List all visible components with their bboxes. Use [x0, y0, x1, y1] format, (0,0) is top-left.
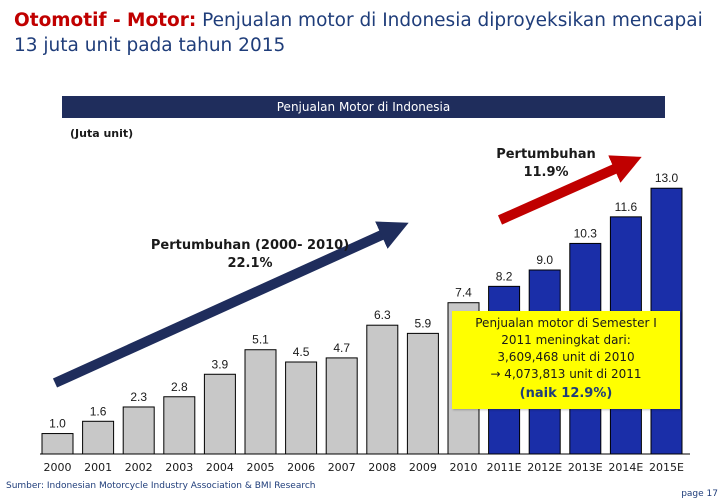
note-line-3: 3,609,468 unit di 2010: [497, 350, 635, 364]
x-tick-2000: 2000: [44, 461, 72, 474]
note-line-1: Penjualan motor di Semester I: [475, 316, 657, 330]
headline-text: Penjualan motor di Indonesia diproyeksik…: [14, 10, 703, 56]
value-label-2007: 4.7: [333, 341, 350, 355]
recent-growth-value: 11.9%: [523, 165, 569, 180]
page-number: page 17: [681, 489, 718, 499]
value-label-2014E: 11.6: [615, 200, 638, 214]
value-label-2008: 6.3: [374, 308, 391, 322]
historical-growth-label: Pertumbuhan (2000- 2010): [150, 238, 350, 253]
x-tick-2004: 2004: [206, 461, 234, 474]
recent-growth-callout: Pertumbuhan 11.9%: [490, 146, 602, 182]
bar-2005: [244, 349, 277, 455]
headline-lead: Otomotif - Motor:: [14, 10, 197, 31]
x-tick-2013E: 2013E: [568, 461, 603, 474]
value-label-2000: 1.0: [49, 417, 66, 431]
note-line-4: → 4,073,813 unit di 2011: [490, 367, 642, 381]
x-tick-2002: 2002: [125, 461, 153, 474]
bar-2000: [41, 433, 74, 455]
value-label-2004: 3.9: [212, 357, 229, 371]
x-tick-2009: 2009: [409, 461, 437, 474]
bar-2009: [406, 332, 439, 455]
bar-2003: [163, 396, 196, 455]
value-label-2002: 2.3: [130, 390, 147, 404]
value-label-2009: 5.9: [415, 316, 432, 330]
x-tick-2007: 2007: [328, 461, 356, 474]
slide-headline: Otomotif - Motor: Penjualan motor di Ind…: [14, 8, 719, 58]
x-tick-2006: 2006: [287, 461, 315, 474]
bar-2007: [325, 357, 358, 455]
note-line-5: (naik 12.9%): [519, 386, 613, 401]
x-tick-2001: 2001: [84, 461, 112, 474]
x-tick-2003: 2003: [165, 461, 193, 474]
value-label-2012E: 9.0: [536, 253, 553, 267]
x-tick-2012E: 2012E: [527, 461, 562, 474]
value-label-2015E: 13.0: [655, 171, 679, 185]
value-label-2001: 1.6: [90, 404, 107, 418]
recent-growth-arrow: [497, 155, 642, 225]
bar-2001: [82, 420, 115, 455]
bar-2006: [285, 361, 318, 455]
value-label-2005: 5.1: [252, 333, 269, 347]
value-label-2003: 2.8: [171, 380, 188, 394]
bars-group: [41, 187, 683, 455]
x-tick-2014E: 2014E: [608, 461, 643, 474]
value-label-2013E: 10.3: [574, 226, 598, 240]
x-tick-2005: 2005: [247, 461, 275, 474]
semester-sales-note: Penjualan motor di Semester I 2011 menin…: [452, 311, 680, 409]
value-label-2010: 7.4: [455, 286, 472, 300]
bar-2008: [366, 324, 399, 455]
x-tick-2015E: 2015E: [649, 461, 684, 474]
x-tick-2008: 2008: [368, 461, 396, 474]
historical-growth-arrow: [52, 221, 409, 388]
bar-2002: [122, 406, 155, 455]
historical-growth-value: 22.1%: [227, 256, 273, 271]
chart-title-banner: Penjualan Motor di Indonesia: [62, 96, 665, 118]
x-tick-labels: 2000 2001 2002 2003 2004 2005 2006 2007 2008 2009…: [44, 461, 685, 474]
recent-growth-label: Pertumbuhan: [496, 147, 596, 162]
bar-2004: [203, 373, 236, 455]
value-labels: 1.0 1.6 2.3 2.8 3.9 5.1 4.5 4.7 6.3 5.9 7.4 8.2 9.0 1…: [49, 171, 678, 430]
note-line-2: 2011 meningkat dari:: [501, 333, 631, 347]
x-tick-2011E: 2011E: [487, 461, 522, 474]
unit-label: (Juta unit): [70, 127, 134, 140]
source-footnote: Sumber: Indonesian Motorcycle Industry A…: [6, 481, 316, 491]
historical-growth-callout: Pertumbuhan (2000- 2010) 22.1%: [140, 237, 360, 273]
value-label-2006: 4.5: [293, 345, 310, 359]
x-tick-2010: 2010: [450, 461, 478, 474]
value-label-2011E: 8.2: [496, 269, 513, 283]
